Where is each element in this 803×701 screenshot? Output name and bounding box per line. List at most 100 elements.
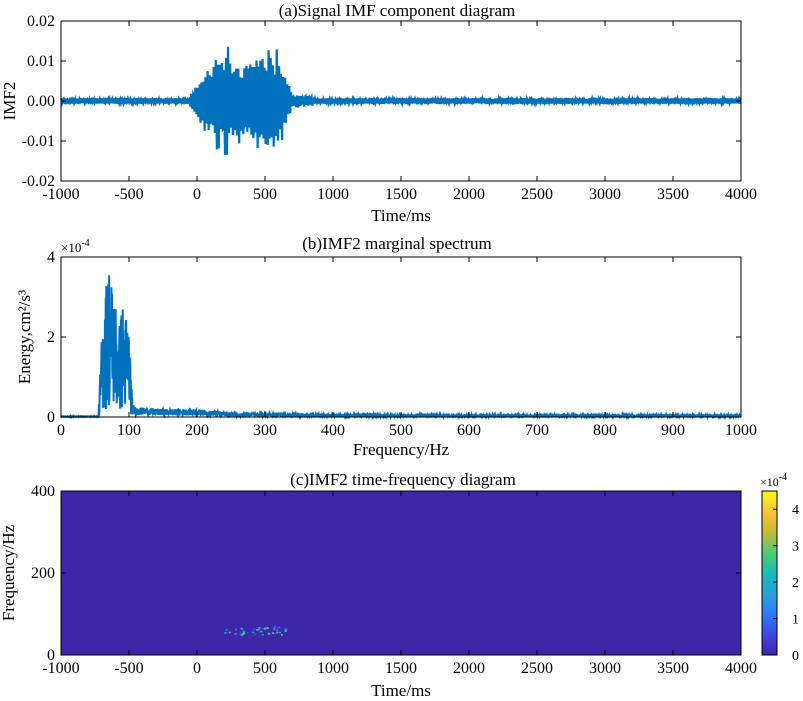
y-axis-label: Energy,cm²/s³ — [15, 290, 34, 384]
heatmap-cell — [261, 627, 264, 630]
heatmap-cell — [235, 633, 238, 636]
x-tick-label: 2000 — [453, 186, 485, 203]
chart-title: (a)Signal IMF component diagram — [279, 1, 516, 20]
x-tick-label: 400 — [321, 422, 345, 439]
heatmap-cell — [258, 631, 261, 633]
y-tick-label: 0.00 — [27, 93, 55, 110]
x-tick-label: 1500 — [385, 186, 417, 203]
x-tick-label: -500 — [114, 186, 143, 203]
colorbar-tick-label: 1 — [792, 613, 799, 628]
x-tick-label: 200 — [185, 422, 209, 439]
heatmap-cell — [274, 632, 277, 635]
heatmap-cell — [242, 632, 244, 635]
exponent-base: ×10 — [760, 475, 779, 489]
colorbar-tick-label: 3 — [792, 540, 799, 555]
chart-title: (c)IMF2 time-frequency diagram — [290, 470, 516, 489]
heatmap-cell — [254, 632, 257, 635]
series-line — [60, 275, 742, 421]
x-tick-label: -1000 — [42, 660, 79, 677]
heatmap-cell — [227, 631, 229, 634]
chart-time-frequency: (c)IMF2 time-frequency diagram -1000 -500… — [0, 470, 799, 700]
colorbar-ticks: 0 1 2 3 4 — [773, 503, 799, 664]
x-tick-label: 500 — [253, 186, 277, 203]
colorbar-exponent: ×10-4 — [760, 472, 787, 489]
x-tick-label: 500 — [253, 660, 277, 677]
heatmap-cell — [285, 629, 287, 631]
heatmap-cell — [239, 632, 242, 635]
axis-ticks: -1000 -500 0 500 1000 1500 2000 2500 3000 3500 400… — [31, 483, 757, 677]
axis-ticks: 0 100 200 300 400 500 600 700 800 900 1000 0 2 4 — [47, 249, 757, 439]
y-tick-label: 0 — [47, 409, 55, 426]
exponent-power: -4 — [81, 238, 89, 249]
x-tick-label: 1000 — [725, 422, 757, 439]
x-tick-label: 3000 — [589, 660, 621, 677]
heatmap-cell — [261, 634, 264, 636]
heatmap-cell — [273, 626, 276, 629]
x-tick-label: 0 — [57, 422, 65, 439]
heatmap-cell — [273, 628, 276, 631]
series-line-group — [60, 275, 742, 421]
x-tick-label: 100 — [117, 422, 141, 439]
x-tick-label: 900 — [661, 422, 685, 439]
heatmap-cell — [260, 630, 263, 633]
heatmap-cell — [235, 628, 237, 631]
x-tick-label: 3500 — [657, 186, 689, 203]
y-axis-label: Frequency/Hz — [0, 524, 18, 621]
heatmap-cell — [224, 632, 227, 634]
x-tick-label: 1000 — [317, 186, 349, 203]
x-tick-label: -1000 — [42, 186, 79, 203]
heatmap-cell — [243, 632, 246, 634]
heatmap-cell — [264, 628, 267, 630]
exponent-base: ×10 — [61, 240, 81, 255]
chart-title: (b)IMF2 marginal spectrum — [302, 234, 491, 253]
x-tick-label: 3500 — [657, 660, 689, 677]
colorbar-tick-label: 2 — [792, 576, 799, 591]
heatmap-cell — [284, 628, 287, 630]
heatmap-cell — [258, 626, 261, 629]
exponent-power: -4 — [779, 472, 787, 483]
x-tick-label: 1000 — [317, 660, 349, 677]
heatmap-cell — [241, 634, 244, 636]
heatmap-cell — [252, 631, 255, 634]
x-tick-label: 600 — [457, 422, 481, 439]
y-tick-label: 0 — [47, 647, 55, 664]
x-tick-label: 4000 — [725, 660, 757, 677]
y-tick-label: 4 — [47, 249, 55, 266]
x-tick-label: 500 — [389, 422, 413, 439]
y-tick-label: -0.02 — [22, 173, 55, 190]
heatmap-cell — [272, 632, 274, 634]
heatmap-background — [61, 491, 741, 655]
x-tick-label: 800 — [593, 422, 617, 439]
series-line — [59, 46, 742, 155]
y-tick-label: 400 — [31, 483, 55, 500]
x-axis-label: Time/ms — [371, 206, 431, 225]
heatmap-cell — [253, 634, 256, 636]
heatmap-cell — [267, 632, 270, 635]
y-tick-label: 2 — [47, 329, 55, 346]
heatmap-cell — [284, 630, 287, 633]
heatmap-cell — [255, 629, 258, 631]
axis-ticks: -1000 -500 0 500 1000 1500 2000 2500 3000 3500 400… — [22, 13, 757, 203]
x-tick-label: 300 — [253, 422, 277, 439]
x-tick-label: 2500 — [521, 186, 553, 203]
x-tick-label: 4000 — [725, 186, 757, 203]
x-tick-label: 0 — [193, 186, 201, 203]
colorbar-gradient — [761, 490, 778, 656]
x-tick-label: -500 — [114, 660, 143, 677]
colorbar-tick-label: 4 — [792, 503, 799, 518]
y-tick-label: 200 — [31, 565, 55, 582]
x-tick-label: 3000 — [589, 186, 621, 203]
heatmap-cell — [240, 634, 243, 636]
heatmap-cell — [252, 628, 255, 630]
y-axis-label: IMF2 — [0, 82, 19, 121]
heatmap-cell — [276, 629, 279, 632]
heatmap-cell — [228, 631, 231, 634]
colorbar: ×10-4 0 1 2 3 4 — [760, 472, 799, 664]
chart-signal-imf: (a)Signal IMF component diagram -1000 -50… — [0, 1, 757, 225]
heatmap-hotspot — [224, 626, 287, 636]
colorbar-tick-label: 0 — [792, 649, 799, 664]
y-tick-label: 0.02 — [27, 13, 55, 30]
series-line-group — [59, 46, 742, 155]
exponent-label: ×10-4 — [61, 238, 90, 255]
